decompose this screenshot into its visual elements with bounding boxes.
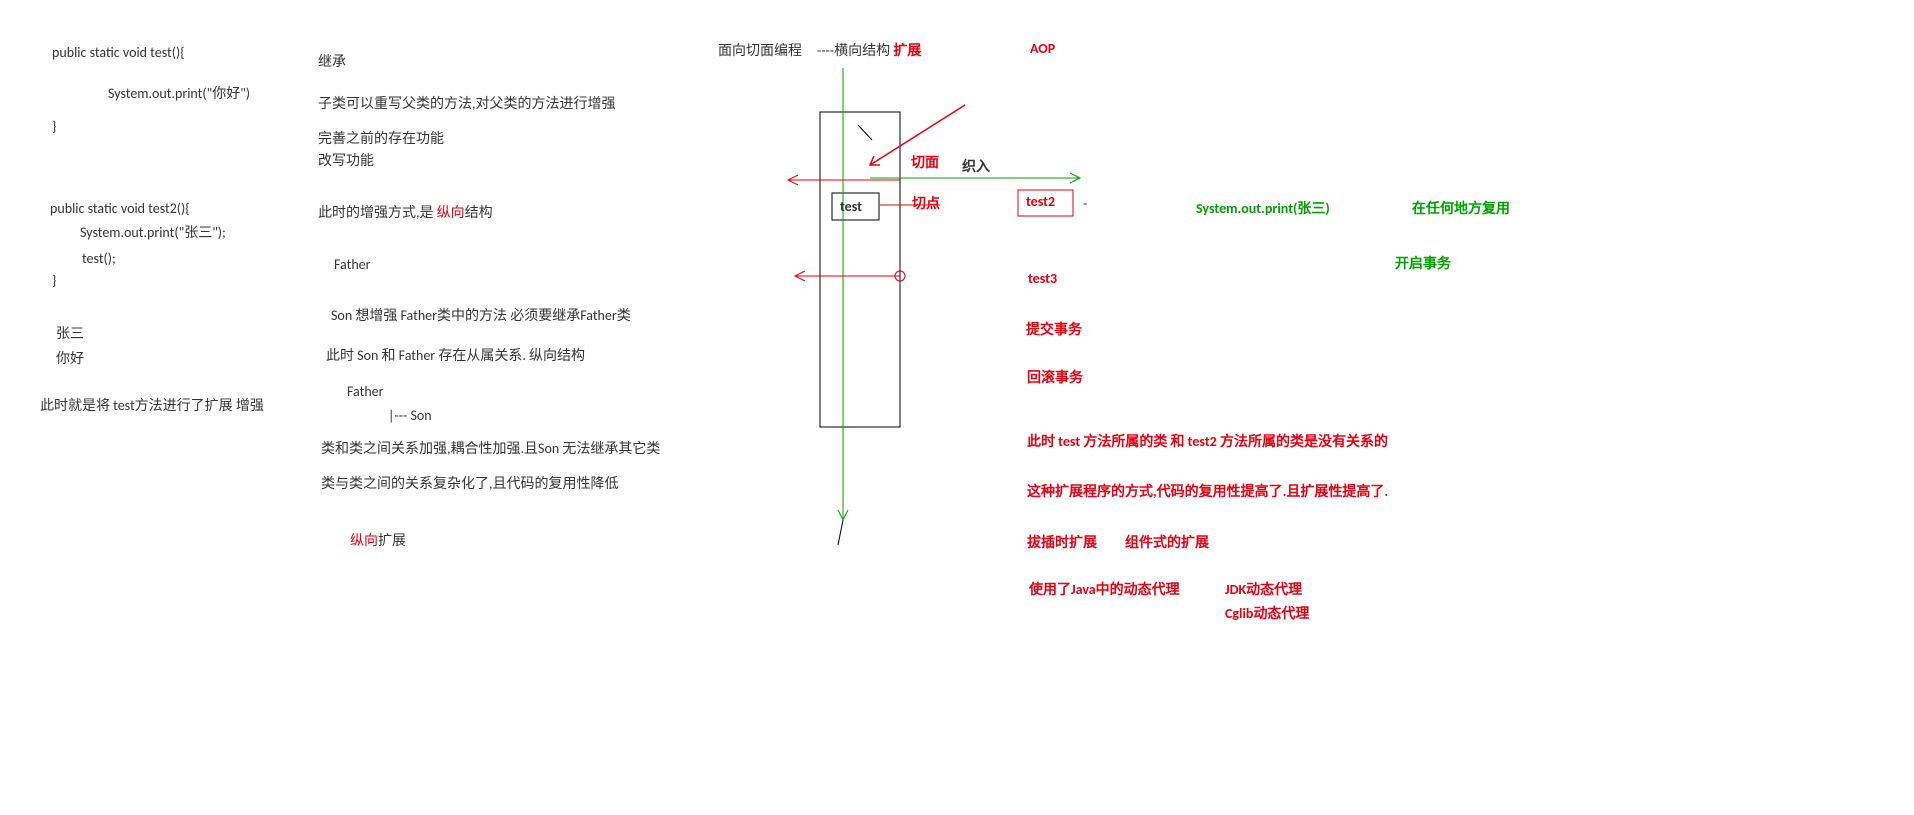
tick-line (858, 125, 872, 140)
test3-label: test3 (1028, 270, 1057, 287)
flow-box (820, 112, 900, 427)
green-open-tx: 开启事务 (1395, 253, 1451, 273)
plug-b: 组件式的扩展 (1125, 532, 1209, 552)
cut-face-label: 切面 (911, 152, 939, 172)
plug-a: 拔插时扩展 (1027, 532, 1097, 552)
test2-box-label: test2 (1026, 193, 1055, 210)
cglib-proxy: Cglib动态代理 (1225, 603, 1309, 623)
cut-point-label: 切点 (912, 193, 940, 213)
commit-label: 提交事务 (1026, 319, 1082, 339)
tail-line (838, 520, 843, 545)
jdk-proxy: JDK动态代理 (1225, 579, 1302, 599)
proxy-label: 使用了Java中的动态代理 (1029, 579, 1180, 599)
para1: 此时 test 方法所属的类 和 test2 方法所属的类是没有关系的 (1027, 431, 1388, 451)
test-box-label: test (840, 198, 862, 215)
diagram-svg (0, 0, 1914, 815)
dash-after-test2: - (1083, 195, 1087, 212)
rollback-label: 回滚事务 (1027, 367, 1083, 387)
green-reuse: 在任何地方复用 (1412, 198, 1510, 218)
green-print: System.out.print(张三) (1196, 198, 1330, 218)
para2: 这种扩展程序的方式,代码的复用性提高了.且扩展性提高了. (1027, 481, 1388, 501)
weave-label: 织入 (962, 156, 990, 176)
